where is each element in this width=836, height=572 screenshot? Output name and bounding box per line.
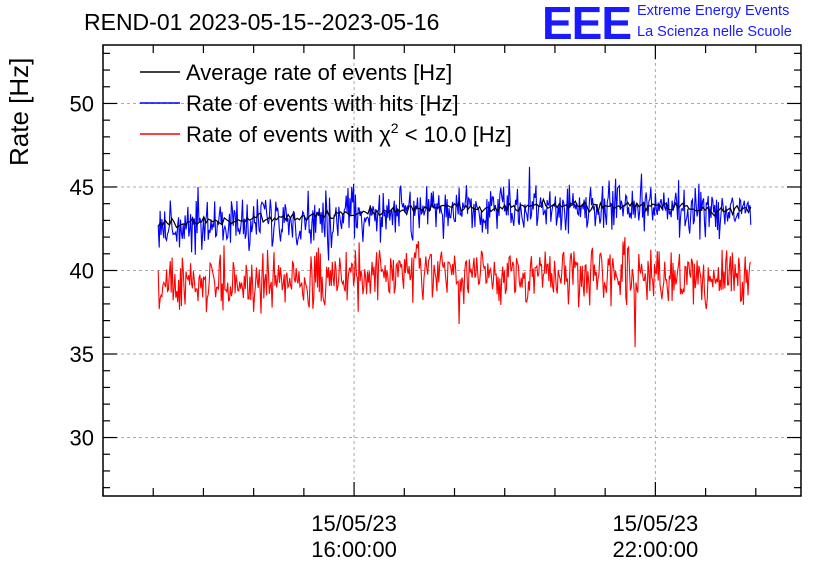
y-tick-label: 40 [70, 259, 94, 284]
chart-title: REND-01 2023-05-15--2023-05-16 [84, 9, 440, 35]
x-tick-date: 15/05/23 [311, 511, 397, 536]
legend-label-chi2: Rate of events with χ2 < 10.0 [Hz] [186, 120, 512, 147]
legend-label-average: Average rate of events [Hz] [186, 60, 452, 85]
legend-chi2-suffix: < 10.0 [Hz] [399, 122, 512, 147]
legend-chi2-prefix: Rate of events with [186, 122, 379, 147]
series-group [157, 166, 752, 348]
series-hits-line [157, 166, 752, 261]
x-tick-time: 22:00:00 [613, 537, 699, 562]
x-tick-time: 16:00:00 [311, 537, 397, 562]
legend-label-hits: Rate of events with hits [Hz] [186, 91, 459, 116]
y-tick-label: 50 [70, 91, 94, 116]
eee-logo: EEE [542, 0, 632, 49]
series-chi2-line [157, 237, 752, 348]
y-tick-label: 35 [70, 342, 94, 367]
logo-caption-line2: La Scienza nelle Scuole [637, 24, 792, 40]
legend-chi2-symbol: χ [379, 122, 391, 147]
y-tick-label: 30 [70, 426, 94, 451]
x-tick-date: 15/05/23 [613, 511, 699, 536]
y-tick-labels: 30 35 40 45 50 [70, 91, 94, 450]
legend: Average rate of events [Hz] Rate of even… [140, 60, 512, 147]
legend-chi2-sup: 2 [391, 120, 399, 136]
y-tick-label: 45 [70, 175, 94, 200]
axis-ticks [102, 45, 801, 496]
series-average-line [157, 197, 752, 229]
logo-caption-line1: Extreme Energy Events [637, 3, 790, 19]
